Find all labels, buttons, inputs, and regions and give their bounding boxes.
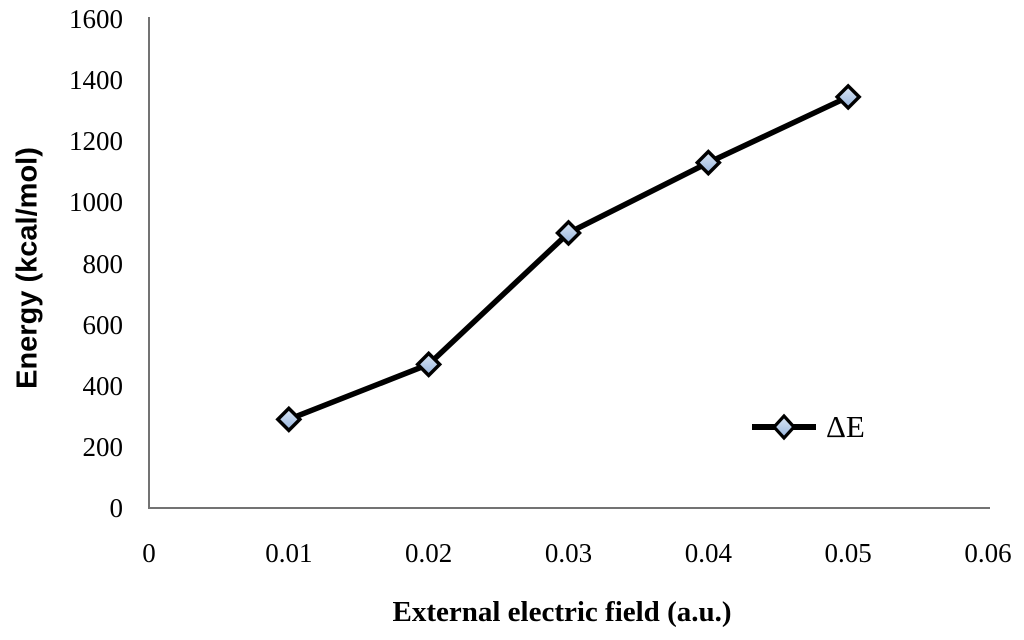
legend-label: ΔE — [826, 409, 865, 444]
x-tick-label: 0.01 — [265, 538, 313, 568]
x-tick-label: 0.06 — [964, 538, 1012, 568]
y-tick-label: 0 — [109, 493, 124, 523]
x-tick-label: 0.03 — [544, 538, 593, 568]
data-point-marker — [555, 219, 582, 247]
data-point-marker — [275, 405, 303, 433]
series-markers — [275, 83, 862, 433]
y-tick-label: 400 — [82, 370, 124, 401]
x-tick-label: 0.05 — [824, 538, 872, 568]
y-tick-label: 1200 — [69, 126, 123, 157]
legend: ΔE — [748, 406, 865, 448]
y-axis-title: Energy (kcal/mol) — [11, 147, 44, 389]
legend-marker-sample — [752, 413, 816, 441]
x-tick-label: 0 — [142, 538, 156, 568]
y-tick-label: 200 — [82, 431, 124, 462]
series-line-delta-e — [286, 94, 851, 423]
y-tick-label: 1400 — [69, 65, 123, 96]
x-tick-label: 0.02 — [405, 538, 453, 568]
y-tick-label: 1000 — [69, 187, 123, 218]
y-tick-label: 600 — [82, 309, 124, 340]
x-tick-label: 0.04 — [684, 538, 732, 568]
data-point-marker — [834, 83, 862, 111]
axes-lines — [148, 17, 990, 509]
data-point-marker — [694, 149, 722, 177]
y-tick-label: 1600 — [69, 4, 123, 34]
data-point-marker — [415, 350, 443, 378]
x-axis-title: External electric field (a.u.) — [392, 596, 732, 628]
y-tick-label: 800 — [82, 248, 124, 279]
